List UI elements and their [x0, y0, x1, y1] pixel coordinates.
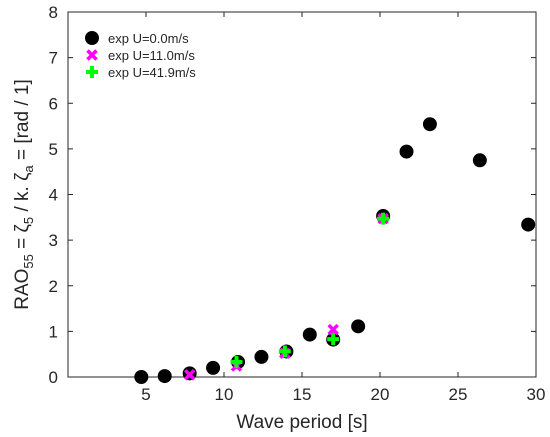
x-tick-label: 5 [141, 385, 150, 404]
legend-marker-3 [86, 66, 98, 78]
y-label-sub-5: 5 [21, 217, 36, 224]
legend-label-2: exp U=11.0m/s [108, 48, 195, 63]
data-point-series-1 [399, 144, 414, 159]
data-point-series-3 [377, 212, 390, 225]
x-tick-label: 15 [293, 385, 312, 404]
data-point-series-1 [254, 349, 269, 364]
data-point-series-1 [422, 117, 437, 132]
x-tick-label: 10 [215, 385, 234, 404]
data-point-series-2 [183, 368, 196, 381]
x-tick-label: 25 [449, 385, 468, 404]
y-tick-label: 7 [49, 49, 58, 68]
x-axis-label: Wave period [s] [236, 412, 367, 433]
data-point-series-3 [230, 355, 243, 368]
x-tick-label: 20 [371, 385, 390, 404]
data-point-series-1 [302, 327, 317, 342]
y-label-sub-55: 55 [21, 254, 36, 268]
legend-label-3: exp U=41.9m/s [108, 65, 196, 80]
y-label-rao: RAO [12, 269, 33, 310]
legend-marker-1 [85, 31, 99, 45]
legend: exp U=0.0m/s exp U=11.0m/s exp U=41.9m/s [85, 31, 196, 80]
tick-group: 5 10 15 20 25 30 0 1 2 3 4 5 6 7 8 [49, 3, 546, 404]
y-label-sub-a: a [21, 165, 36, 173]
y-tick-label: 0 [49, 368, 58, 387]
x-tick-label: 30 [527, 385, 546, 404]
legend-marker-2 [86, 49, 98, 61]
data-point-series-1 [351, 319, 366, 334]
y-tick-label: 6 [49, 94, 58, 113]
y-tick-label: 5 [49, 140, 58, 159]
y-tick-label: 3 [49, 231, 58, 250]
data-point-series-1 [521, 217, 536, 232]
y-tick-label: 1 [49, 322, 58, 341]
y-tick-label: 2 [49, 277, 58, 296]
data-point-series-1 [206, 360, 221, 375]
legend-label-1: exp U=0.0m/s [108, 31, 189, 46]
y-tick-label: 4 [49, 186, 58, 205]
y-label-zeta5: = ζ [12, 223, 33, 254]
data-points [134, 117, 536, 384]
y-axis-label: RAO55 = ζ5 / k. ζa = [rad / 1] [12, 79, 36, 310]
data-point-series-3 [327, 333, 340, 346]
y-label-units: = [rad / 1] [12, 79, 33, 165]
data-point-series-3 [278, 345, 291, 358]
y-label-k-zeta: / k. ζ [12, 172, 33, 217]
data-point-series-1 [134, 370, 149, 384]
y-tick-label: 8 [49, 3, 58, 22]
data-point-series-1 [472, 153, 487, 168]
data-point-series-2 [327, 323, 339, 336]
data-point-series-1 [157, 369, 172, 384]
